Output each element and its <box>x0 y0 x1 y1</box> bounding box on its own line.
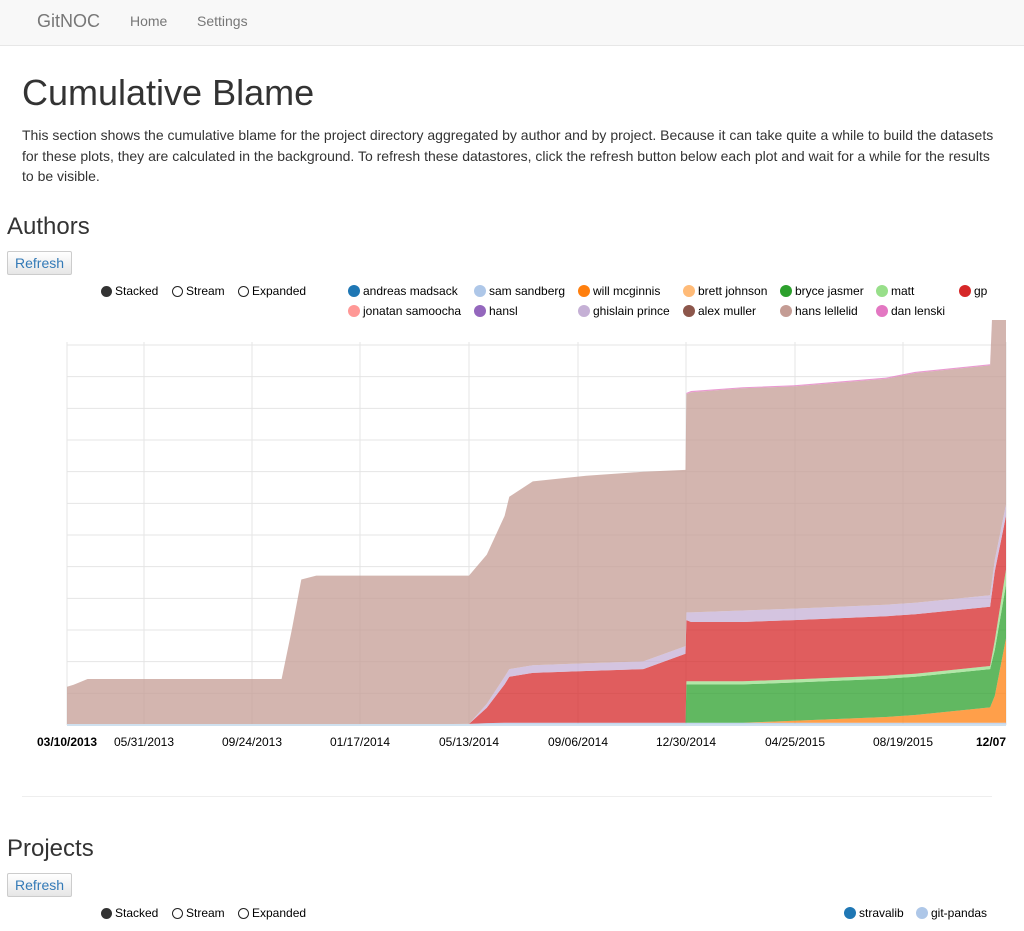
nav-link-settings[interactable]: Settings <box>197 13 248 29</box>
legend-dot-icon <box>683 285 695 297</box>
control-label: Expanded <box>252 906 307 920</box>
x-tick-label: 05/13/2014 <box>439 735 499 749</box>
legend-dot-icon <box>959 285 971 297</box>
x-tick-label: 05/31/2013 <box>114 735 174 749</box>
control-label: Stacked <box>115 906 159 920</box>
x-tick-label: 01/17/2014 <box>330 735 390 749</box>
authors-section-title: Authors <box>7 213 90 240</box>
legend-label: hansl <box>489 304 518 318</box>
legend-item-stravalib[interactable]: stravalib <box>844 906 904 920</box>
control-label: Stream <box>186 284 225 298</box>
brand-link[interactable]: GitNOC <box>37 11 100 31</box>
projects-refresh-button[interactable]: Refresh <box>7 873 73 897</box>
control-label: Stacked <box>115 284 159 298</box>
authors-stacked-area-chart: 03/10/2013 05/31/2013 09/24/2013 01/17/2014… <box>37 320 1007 749</box>
nav-link-home[interactable]: Home <box>130 13 168 29</box>
legend-dot-icon <box>474 305 486 317</box>
legend-label: matt <box>891 284 915 298</box>
page-description: This section shows the cumulative blame … <box>22 127 994 184</box>
legend-dot-icon <box>780 285 792 297</box>
legend-item-alex-muller[interactable]: alex muller <box>683 304 756 318</box>
authors-stream-control[interactable]: Stream <box>172 284 225 298</box>
x-tick-label: 03/10/2013 <box>37 735 97 749</box>
legend-dot-icon <box>474 285 486 297</box>
legend-item-andreas-madsack[interactable]: andreas madsack <box>348 284 458 298</box>
legend-label: hans lellelid <box>795 304 858 318</box>
x-tick-label: 12/07 <box>976 735 1006 749</box>
legend-dot-icon <box>578 285 590 297</box>
x-tick-label: 09/24/2013 <box>222 735 282 749</box>
legend-label: brett johnson <box>698 284 768 298</box>
projects-expanded-control[interactable]: Expanded <box>238 906 306 920</box>
legend-item-hansl[interactable]: hansl <box>474 304 518 318</box>
projects-section-title: Projects <box>7 835 94 862</box>
legend-item-hans-lellelid[interactable]: hans lellelid <box>780 304 858 318</box>
x-tick-label: 08/19/2015 <box>873 735 933 749</box>
area-bryce-jasmer[interactable] <box>67 584 1006 725</box>
legend-label: alex muller <box>698 304 757 318</box>
x-tick-label: 12/30/2014 <box>656 735 716 749</box>
radio-empty-icon <box>238 907 249 919</box>
legend-item-git-pandas[interactable]: git-pandas <box>916 906 987 920</box>
legend-item-jonatan-samoocha[interactable]: jonatan samoocha <box>348 304 461 318</box>
legend-label: git-pandas <box>931 906 988 920</box>
legend-label: bryce jasmer <box>795 284 864 298</box>
legend-label: andreas madsack <box>363 284 458 298</box>
legend-item-dan-lenski[interactable]: dan lenski <box>876 304 945 318</box>
legend-dot-icon <box>683 305 695 317</box>
navbar: GitNOC Home Settings <box>0 0 1024 46</box>
legend-dot-icon <box>348 285 360 297</box>
radio-filled-icon <box>101 907 112 919</box>
area-gp[interactable] <box>67 515 1006 725</box>
legend-dot-icon <box>348 305 360 317</box>
legend-label: sam sandberg <box>489 284 566 298</box>
authors-stacked-control[interactable]: Stacked <box>101 284 158 298</box>
legend-label: jonatan samoocha <box>363 304 462 318</box>
legend-dot-icon <box>578 305 590 317</box>
projects-stream-control[interactable]: Stream <box>172 906 225 920</box>
control-label: Stream <box>186 906 225 920</box>
chart-x-ticks: 03/10/2013 05/31/2013 09/24/2013 01/17/2014… <box>37 735 1006 749</box>
legend-item-will-mcginnis[interactable]: will mcginnis <box>578 284 660 298</box>
legend-item-bryce-jasmer[interactable]: bryce jasmer <box>780 284 864 298</box>
legend-label: dan lenski <box>891 304 946 318</box>
legend-item-brett-johnson[interactable]: brett johnson <box>683 284 767 298</box>
radio-empty-icon <box>238 285 249 297</box>
control-label: Expanded <box>252 284 307 298</box>
legend-dot-icon <box>876 305 888 317</box>
section-divider <box>22 796 992 797</box>
authors-expanded-control[interactable]: Expanded <box>238 284 306 298</box>
legend-dot-icon <box>844 907 856 919</box>
radio-empty-icon <box>172 907 183 919</box>
legend-item-sam-sandberg[interactable]: sam sandberg <box>474 284 565 298</box>
legend-dot-icon <box>916 907 928 919</box>
page-title: Cumulative Blame <box>22 72 315 113</box>
radio-empty-icon <box>172 285 183 297</box>
legend-item-gp[interactable]: gp <box>959 284 987 298</box>
chart-areas <box>67 320 1006 725</box>
projects-stacked-control[interactable]: Stacked <box>101 906 158 920</box>
legend-dot-icon <box>780 305 792 317</box>
area-will-mcginnis[interactable] <box>67 638 1006 725</box>
legend-item-ghislain-prince[interactable]: ghislain prince <box>578 304 670 318</box>
authors-refresh-button[interactable]: Refresh <box>7 251 73 275</box>
x-tick-label: 09/06/2014 <box>548 735 608 749</box>
legend-label: ghislain prince <box>593 304 670 318</box>
x-tick-label: 04/25/2015 <box>765 735 825 749</box>
legend-label: will mcginnis <box>593 284 661 298</box>
legend-label: stravalib <box>859 906 904 920</box>
legend-item-matt[interactable]: matt <box>876 284 914 298</box>
area-ghislain-prince[interactable] <box>67 504 1006 725</box>
legend-dot-icon <box>876 285 888 297</box>
legend-label: gp <box>974 284 988 298</box>
radio-filled-icon <box>101 285 112 297</box>
area-hans-lellelid[interactable] <box>67 320 1006 725</box>
